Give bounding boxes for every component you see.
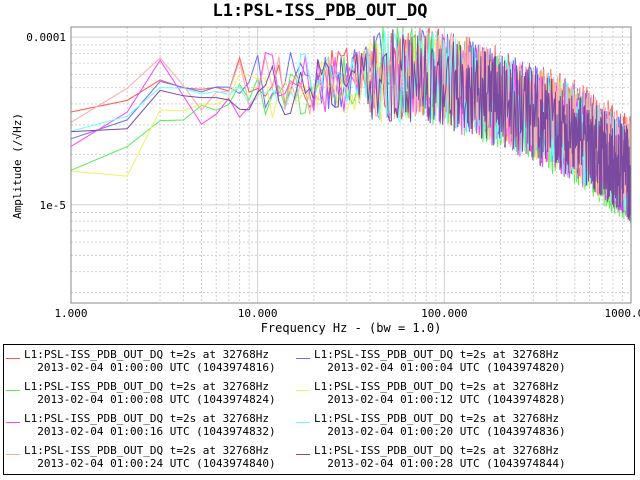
chart-title: L1:PSL-ISS_PDB_OUT_DQ	[213, 1, 428, 21]
y-axis-label: Amplitude (/√Hz)	[11, 113, 24, 219]
legend-item: L1:PSL-ISS_PDB_OUT_DQ t=2s at 32768Hz 20…	[296, 380, 596, 410]
x-axis-label: Frequency Hz - (bw = 1.0)	[261, 321, 442, 335]
legend-swatch	[296, 358, 310, 359]
legend-item: L1:PSL-ISS_PDB_OUT_DQ t=2s at 32768Hz 20…	[6, 412, 306, 442]
legend-label: L1:PSL-ISS_PDB_OUT_DQ t=2s at 32768Hz 20…	[314, 380, 566, 406]
legend-label: L1:PSL-ISS_PDB_OUT_DQ t=2s at 32768Hz 20…	[24, 348, 276, 374]
legend-label: L1:PSL-ISS_PDB_OUT_DQ t=2s at 32768Hz 20…	[314, 444, 566, 470]
x-tick-label: 10.000	[238, 307, 278, 320]
legend-swatch	[296, 454, 310, 455]
x-tick-label: 1.000	[54, 307, 87, 320]
legend-swatch	[6, 454, 20, 455]
tick-layer: 1.000 10.000 100.000 1000.000 1e-5 0.0001	[26, 31, 640, 320]
legend: L1:PSL-ISS_PDB_OUT_DQ t=2s at 32768Hz 20…	[3, 344, 635, 475]
legend-swatch	[6, 358, 20, 359]
plot-frame	[70, 26, 632, 304]
legend-item: L1:PSL-ISS_PDB_OUT_DQ t=2s at 32768Hz 20…	[296, 348, 596, 378]
legend-item: L1:PSL-ISS_PDB_OUT_DQ t=2s at 32768Hz 20…	[6, 348, 306, 378]
legend-swatch	[296, 422, 310, 423]
y-tick-label: 0.0001	[26, 31, 66, 44]
legend-item: L1:PSL-ISS_PDB_OUT_DQ t=2s at 32768Hz 20…	[6, 380, 306, 410]
legend-swatch	[6, 390, 20, 391]
legend-label: L1:PSL-ISS_PDB_OUT_DQ t=2s at 32768Hz 20…	[314, 348, 566, 374]
legend-swatch	[6, 422, 20, 423]
legend-item: L1:PSL-ISS_PDB_OUT_DQ t=2s at 32768Hz 20…	[296, 444, 596, 474]
y-tick-label: 1e-5	[40, 199, 67, 212]
legend-swatch	[296, 390, 310, 391]
series-line	[70, 29, 632, 221]
series-layer	[70, 26, 632, 224]
legend-item: L1:PSL-ISS_PDB_OUT_DQ t=2s at 32768Hz 20…	[6, 444, 306, 474]
legend-label: L1:PSL-ISS_PDB_OUT_DQ t=2s at 32768Hz 20…	[314, 412, 566, 438]
series-line	[70, 31, 632, 208]
x-tick-label: 1000.000	[605, 307, 640, 320]
legend-label: L1:PSL-ISS_PDB_OUT_DQ t=2s at 32768Hz 20…	[24, 412, 276, 438]
legend-label: L1:PSL-ISS_PDB_OUT_DQ t=2s at 32768Hz 20…	[24, 444, 276, 470]
legend-item: L1:PSL-ISS_PDB_OUT_DQ t=2s at 32768Hz 20…	[296, 412, 596, 442]
x-tick-label: 100.000	[421, 307, 467, 320]
chart-area: L1:PSL-ISS_PDB_OUT_DQ Amplitude (/√Hz) F…	[11, 1, 640, 335]
legend-label: L1:PSL-ISS_PDB_OUT_DQ t=2s at 32768Hz 20…	[24, 380, 276, 406]
grid-layer	[70, 27, 631, 303]
